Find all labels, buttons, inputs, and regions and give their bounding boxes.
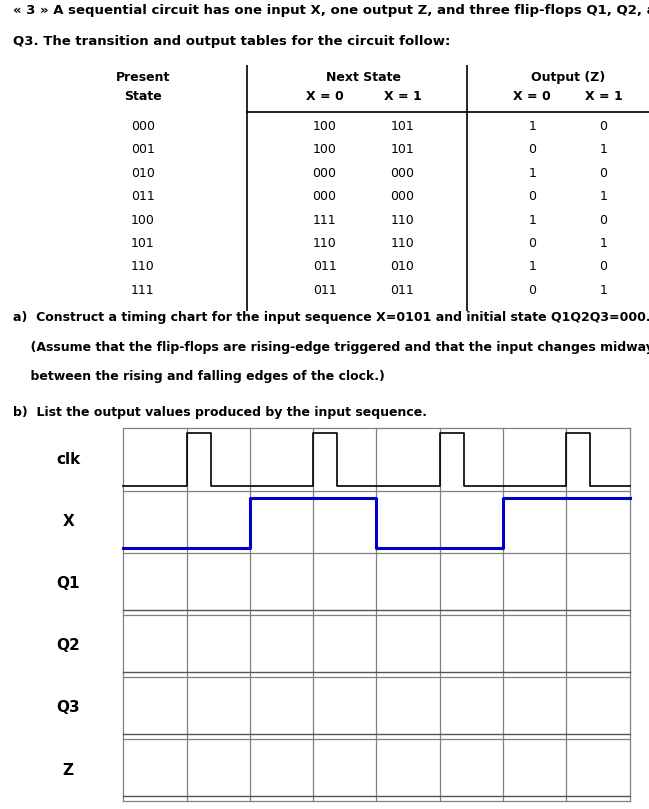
Text: 111: 111 (313, 214, 336, 227)
Text: 0: 0 (528, 284, 536, 297)
Text: 1: 1 (528, 120, 536, 133)
Text: clk: clk (56, 452, 80, 467)
Text: 1: 1 (528, 214, 536, 227)
Text: 000: 000 (391, 190, 414, 203)
Text: 110: 110 (131, 260, 154, 273)
Text: 010: 010 (391, 260, 414, 273)
Text: 111: 111 (131, 284, 154, 297)
Text: 011: 011 (313, 284, 336, 297)
Text: 1: 1 (600, 190, 607, 203)
Text: 0: 0 (600, 120, 607, 133)
Text: a)  Construct a timing chart for the input sequence X=0101 and initial state Q1Q: a) Construct a timing chart for the inpu… (13, 311, 649, 324)
Text: X: X (62, 514, 74, 529)
Text: Present: Present (116, 70, 170, 83)
Text: X = 1: X = 1 (585, 91, 622, 104)
Text: Next State: Next State (326, 70, 401, 83)
Text: 0: 0 (600, 167, 607, 180)
Text: 1: 1 (600, 237, 607, 250)
Text: 1: 1 (528, 167, 536, 180)
Text: 010: 010 (131, 167, 154, 180)
Text: Z: Z (63, 763, 73, 777)
Text: 000: 000 (313, 167, 336, 180)
Text: 011: 011 (391, 284, 414, 297)
Text: 101: 101 (391, 120, 414, 133)
Text: 101: 101 (131, 237, 154, 250)
Text: Q2: Q2 (56, 638, 80, 654)
Text: 0: 0 (528, 190, 536, 203)
Text: 100: 100 (313, 120, 336, 133)
Text: 1: 1 (600, 143, 607, 156)
Text: X = 0: X = 0 (513, 91, 551, 104)
Text: Q3: Q3 (56, 701, 80, 715)
Text: 0: 0 (528, 237, 536, 250)
Text: Q3. The transition and output tables for the circuit follow:: Q3. The transition and output tables for… (13, 35, 450, 49)
Text: between the rising and falling edges of the clock.): between the rising and falling edges of … (13, 371, 385, 383)
Text: X = 1: X = 1 (384, 91, 421, 104)
Text: 1: 1 (528, 260, 536, 273)
Text: 110: 110 (391, 214, 414, 227)
Text: « 3 » A sequential circuit has one input X, one output Z, and three flip-flops Q: « 3 » A sequential circuit has one input… (13, 4, 649, 17)
Text: 0: 0 (600, 214, 607, 227)
Text: 100: 100 (131, 214, 154, 227)
Text: 110: 110 (391, 237, 414, 250)
Text: State: State (124, 91, 162, 104)
Text: 1: 1 (600, 284, 607, 297)
Text: 110: 110 (313, 237, 336, 250)
Text: 000: 000 (391, 167, 414, 180)
Text: 000: 000 (313, 190, 336, 203)
Text: Output (Z): Output (Z) (531, 70, 605, 83)
Text: X = 0: X = 0 (306, 91, 343, 104)
Text: 011: 011 (131, 190, 154, 203)
Text: b)  List the output values produced by the input sequence.: b) List the output values produced by th… (13, 406, 427, 419)
Text: 000: 000 (131, 120, 154, 133)
Text: 0: 0 (600, 260, 607, 273)
Text: 011: 011 (313, 260, 336, 273)
Text: Q1: Q1 (56, 576, 80, 591)
Text: 001: 001 (131, 143, 154, 156)
Text: 101: 101 (391, 143, 414, 156)
Text: (Assume that the flip-flops are rising-edge triggered and that the input changes: (Assume that the flip-flops are rising-e… (13, 341, 649, 354)
Text: 0: 0 (528, 143, 536, 156)
Text: 100: 100 (313, 143, 336, 156)
